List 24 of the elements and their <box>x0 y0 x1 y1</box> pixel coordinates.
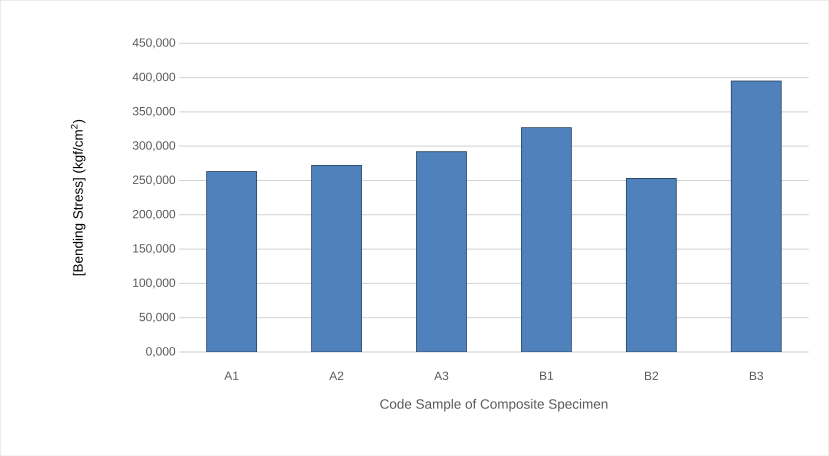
bar <box>311 164 362 352</box>
x-tick-label: B2 <box>644 371 658 380</box>
y-tick-label: 200,000 <box>132 210 176 220</box>
y-axis-title: [Bending Stress] (kgf/cm$^{2}$) <box>70 120 86 276</box>
bar <box>521 127 572 352</box>
bar <box>206 171 258 352</box>
y-tick-label: 250,000 <box>132 175 176 186</box>
x-axis-title: Code Sample of Composite Specimen <box>380 398 608 412</box>
y-tick-label: 100,000 <box>133 278 176 288</box>
x-tick-label: A2 <box>329 371 344 380</box>
bar <box>626 178 677 352</box>
y-tick-label: 400,000 <box>132 72 176 82</box>
y-tick-label: 150,000 <box>133 244 176 254</box>
bar <box>416 151 467 352</box>
y-tick-label: 300,000 <box>132 141 176 152</box>
y-tick-label: 350,000 <box>132 106 176 117</box>
x-tick-label: B3 <box>750 371 764 380</box>
y-tick-label: 450,000 <box>132 38 176 48</box>
x-tick-label: A3 <box>434 371 448 380</box>
y-tick-label: 50,000 <box>139 312 176 323</box>
x-tick-label: B1 <box>540 371 554 380</box>
bar <box>730 80 782 352</box>
x-tick-label: A1 <box>224 371 238 380</box>
y-tick-label: 0,000 <box>146 346 176 357</box>
